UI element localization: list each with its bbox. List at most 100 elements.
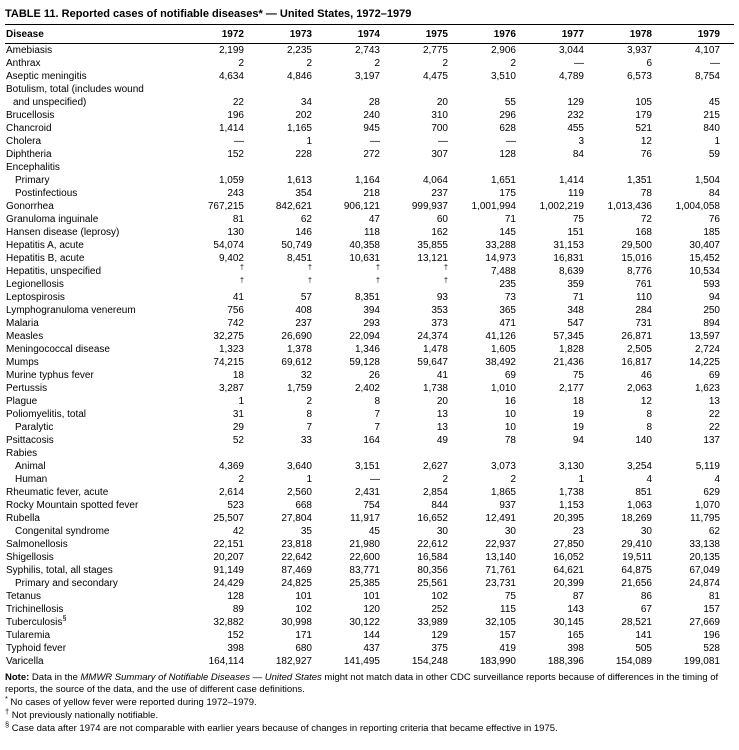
value-cell [258,447,326,460]
value-cell: 16 [504,396,516,407]
disease-cell: Salmonellosis [6,539,68,550]
table-header: Disease 1972 1973 1974 1975 1976 1977 1978 1979 [5,24,734,44]
value-cell: 668 [295,500,312,511]
disease-cell: Encephalitis [6,162,60,173]
notes-section: Note: Data in the MMWR Summary of Notifi… [5,672,734,735]
value-cell: 146 [295,227,312,238]
footnotes: * No cases of yellow fever were reported… [5,693,734,735]
value-cell: 24,429 [213,578,244,589]
value-cell: 840 [703,123,720,134]
value-cell: 130 [227,227,244,238]
value-cell: 8,754 [694,71,720,82]
value-cell: 505 [635,643,652,654]
value-cell: 22,642 [281,552,312,563]
table-row: Rocky Mountain spotted fever 523 668 754 844… [5,499,734,512]
disease-cell: Animal [15,461,46,472]
value-cell: 375 [431,643,448,654]
value-cell: 2,199 [218,45,244,56]
disease-cell: Leptospirosis [6,292,65,303]
value-cell: 593 [703,279,720,290]
value-cell: 408 [295,305,312,316]
value-cell: 78 [504,435,516,446]
value-cell: 29,500 [621,240,652,251]
value-cell: 16,831 [553,253,584,264]
value-cell: 218 [363,188,380,199]
value-cell: 1,414 [558,175,584,186]
dagger-marker: † [239,275,244,285]
value-cell: 41 [232,292,244,303]
value-cell: 235 [499,279,516,290]
table-row: Pertussis 3,287 1,759 2,402 1,738 1,010 2,177 2… [5,382,734,395]
note-italic: MMWR Summary of Notifiable Diseases — Un… [80,672,322,683]
value-cell: 28,521 [621,617,652,628]
value-cell: 310 [431,110,448,121]
value-cell: 30 [640,526,652,537]
table-body: Amebiasis 2,199 2,235 2,743 2,775 2,906 3,044 3… [5,44,734,669]
table-row: Malaria 742 237 293 373 471 547 731 894 [5,317,734,330]
value-cell: 756 [227,305,244,316]
table-row: Granuloma inguinale 81 62 47 60 71 75 72 76 [5,213,734,226]
value-cell: 13,140 [485,552,516,563]
value-cell: 2 [306,396,312,407]
value-cell: 528 [703,643,720,654]
table-row: Salmonellosis 22,151 23,818 21,980 22,612 22,… [5,538,734,551]
table-row: Chancroid 1,414 1,165 945 700 628 455 521 840 [5,122,734,135]
disease-cell: Cholera [6,136,42,147]
value-cell: 2,614 [218,487,244,498]
value-cell: 1,478 [422,344,448,355]
value-cell: 3,640 [286,461,312,472]
value-cell: 57,345 [553,331,584,342]
value-cell: 2,854 [422,487,448,498]
value-cell: 3 [578,136,584,147]
footnote-marker: * [5,693,8,703]
value-cell: 348 [567,305,584,316]
value-cell: 23,731 [485,578,516,589]
value-cell: † [326,276,394,291]
value-cell: 27,850 [553,539,584,550]
value-cell: 419 [499,643,516,654]
value-cell: 34 [300,97,312,108]
table-row: Diphtheria 152 228 272 307 128 84 76 59 [5,148,734,161]
table-row: Brucellosis 196 202 240 310 296 232 179 215 [5,109,734,122]
table-row: Legionellosis † † † † 235 359 761 593 [5,275,734,291]
value-cell: 145 [499,227,516,238]
dagger-marker: † [443,262,448,272]
value-cell: 22,094 [349,331,380,342]
table-row: Hansen disease (leprosy) 130 146 118 162 145 1… [5,226,734,239]
value-cell [530,161,598,174]
value-cell: 81 [708,591,720,602]
header-row: Disease 1972 1973 1974 1975 1976 1977 1978 1979 [5,24,734,44]
value-cell: 359 [567,279,584,290]
value-cell: 62 [300,214,312,225]
value-cell: 731 [635,318,652,329]
value-cell: 27,804 [281,513,312,524]
value-cell: 9,402 [218,253,244,264]
value-cell: 2,743 [354,45,380,56]
value-cell: 67,049 [689,565,720,576]
value-cell: — [710,58,720,69]
value-cell: 22 [708,409,720,420]
table-row: Typhoid fever 398 680 437 375 419 398 505 528 [5,642,734,655]
value-cell: 71 [572,292,584,303]
value-cell: 20,399 [553,578,584,589]
value-cell: 2 [442,58,448,69]
value-cell: 137 [703,435,720,446]
value-cell: 33,138 [689,539,720,550]
disease-cell: Paralytic [15,422,54,433]
value-cell [326,447,394,460]
dagger-marker: † [307,262,312,272]
disease-cell: Varicella [6,656,44,667]
value-cell: 18 [232,370,244,381]
value-cell: 20,207 [213,552,244,563]
table-row: Rubella 25,507 27,804 11,917 16,652 12,491 20,… [5,512,734,525]
table-row: Human 2 1 — 2 2 1 4 4 [5,473,734,486]
value-cell: 69 [708,370,720,381]
value-cell: 26,690 [281,331,312,342]
table-row: Anthrax 2 2 2 2 2 — 6 — [5,57,734,70]
value-cell: 33 [300,435,312,446]
value-cell: 30,998 [281,617,312,628]
value-cell: 22 [708,422,720,433]
value-cell: 3,197 [354,71,380,82]
disease-cell: Legionellosis [6,279,64,290]
